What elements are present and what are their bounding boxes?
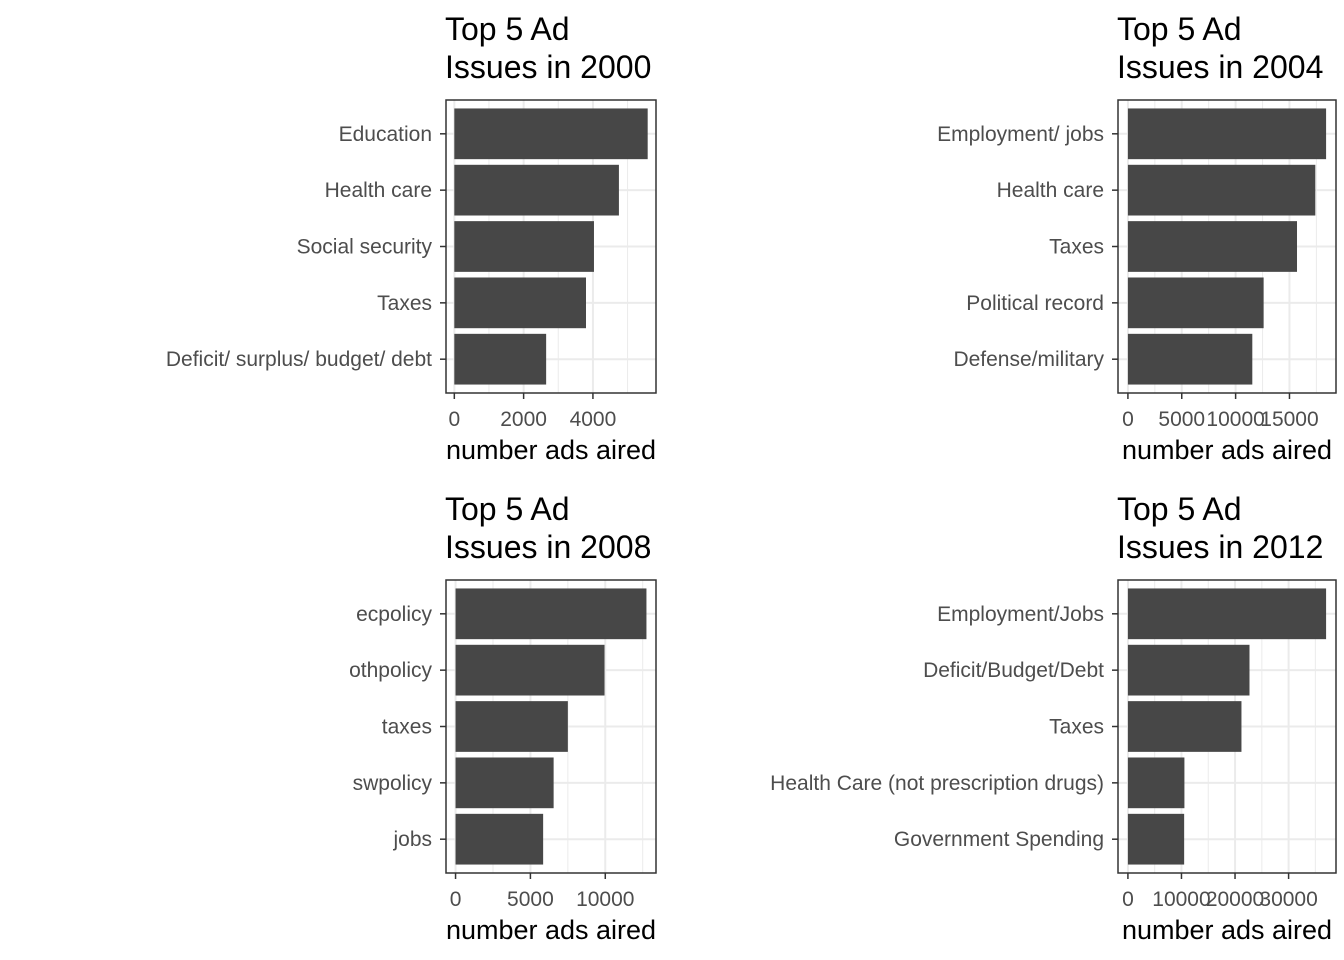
x-tick-label: 10000 xyxy=(1206,408,1264,431)
category-label: Deficit/ surplus/ budget/ debt xyxy=(166,348,432,371)
bar xyxy=(1127,701,1242,752)
category-label: Taxes xyxy=(1049,716,1104,739)
category-label: Taxes xyxy=(1049,236,1104,259)
x-axis-title: number ads aired xyxy=(446,915,656,945)
panel-title: Top 5 Ad xyxy=(445,491,570,527)
bar xyxy=(1127,333,1253,385)
bar xyxy=(1127,221,1298,272)
x-tick-label: 15000 xyxy=(1260,408,1318,431)
x-axis-title: number ads aired xyxy=(446,435,656,465)
bar xyxy=(1127,164,1316,216)
category-label: Employment/Jobs xyxy=(937,603,1104,626)
category-label: Health care xyxy=(997,179,1104,202)
x-tick-label: 2000 xyxy=(500,408,547,431)
panel-title: Issues in 2008 xyxy=(445,529,651,565)
bar xyxy=(454,221,594,272)
panel-title: Top 5 Ad xyxy=(1117,11,1242,47)
x-tick-label: 5000 xyxy=(507,888,554,911)
bar xyxy=(454,333,547,385)
bar xyxy=(455,757,554,809)
panel-title: Issues in 2012 xyxy=(1117,529,1323,565)
category-label: Political record xyxy=(966,292,1104,315)
category-label: Taxes xyxy=(377,292,432,315)
bar xyxy=(1127,644,1250,696)
bar xyxy=(454,277,586,329)
bar xyxy=(1127,813,1185,865)
panel-title: Issues in 2000 xyxy=(445,49,651,85)
panel-title: Issues in 2004 xyxy=(1117,49,1323,85)
category-label: swpolicy xyxy=(353,772,433,795)
x-tick-label: 10000 xyxy=(576,888,634,911)
bar xyxy=(455,813,544,865)
bar xyxy=(1127,588,1327,640)
bar xyxy=(1127,108,1327,160)
category-label: Deficit/Budget/Debt xyxy=(923,659,1104,682)
x-axis-title: number ads aired xyxy=(1122,915,1332,945)
x-tick-label: 0 xyxy=(1122,408,1134,431)
x-tick-label: 20000 xyxy=(1206,888,1264,911)
x-tick-label: 0 xyxy=(450,888,462,911)
panel-title: Top 5 Ad xyxy=(445,11,570,47)
bar xyxy=(455,701,568,752)
category-label: Health care xyxy=(325,179,432,202)
chart-panel-2: Employment/ jobs Health care Taxes Politica… xyxy=(937,11,1337,465)
panel-title: Top 5 Ad xyxy=(1117,491,1242,527)
chart-panel-3: ecpolicy othpolicy taxes swpolicy jobs 0 5000 1… xyxy=(349,491,657,945)
category-label: Employment/ jobs xyxy=(937,123,1104,146)
chart-panel-4: Employment/Jobs Deficit/Budget/Debt Taxes H… xyxy=(770,491,1337,945)
category-label: taxes xyxy=(382,716,432,739)
category-label: Health Care (not prescription drugs) xyxy=(770,772,1104,795)
bar xyxy=(455,588,647,640)
category-label: Defense/military xyxy=(953,348,1104,371)
bar xyxy=(455,644,605,696)
x-tick-label: 0 xyxy=(448,408,460,431)
bar xyxy=(454,108,648,160)
x-tick-label: 5000 xyxy=(1158,408,1205,431)
category-label: ecpolicy xyxy=(356,603,432,626)
category-label: Education xyxy=(339,123,432,146)
x-tick-label: 30000 xyxy=(1259,888,1317,911)
chart-panel-1: Education Health care Social security Taxes… xyxy=(166,11,657,465)
category-label: Social security xyxy=(297,236,433,259)
bar xyxy=(1127,277,1264,329)
category-label: jobs xyxy=(392,828,432,851)
x-tick-label: 10000 xyxy=(1152,888,1210,911)
x-tick-label: 0 xyxy=(1122,888,1134,911)
category-label: othpolicy xyxy=(349,659,432,682)
x-axis-title: number ads aired xyxy=(1122,435,1332,465)
bar xyxy=(454,164,619,216)
bar xyxy=(1127,757,1185,809)
category-label: Government Spending xyxy=(894,828,1104,851)
x-tick-label: 4000 xyxy=(570,408,617,431)
